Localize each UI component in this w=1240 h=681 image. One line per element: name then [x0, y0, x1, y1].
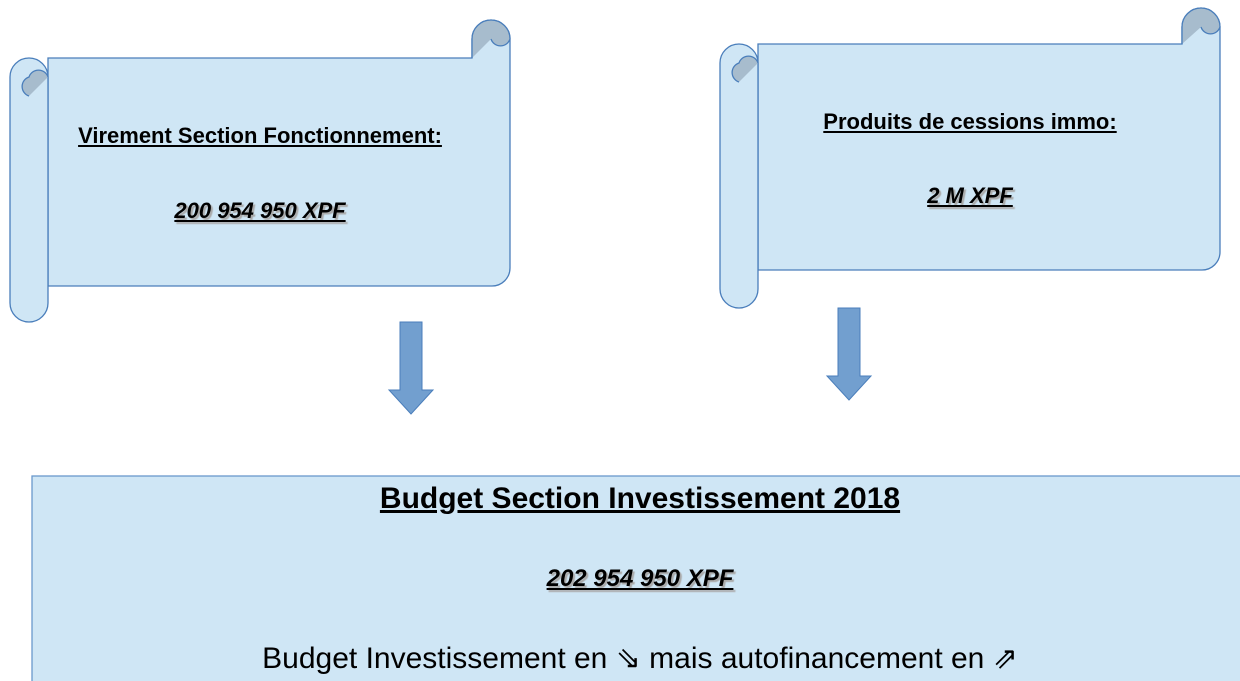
budget-note: Budget Investissement en ⇘ mais autofina…	[262, 642, 1018, 675]
scroll-left	[9, 19, 511, 323]
budget-title: Budget Section Investissement 2018	[379, 482, 901, 515]
scroll-title: Produits de cessions immo:	[823, 109, 1117, 134]
scroll-amount: 2 M XPF	[927, 183, 1013, 208]
arrow-down	[387, 321, 435, 415]
arrow-down	[825, 307, 873, 401]
scroll-title: Virement Section Fonctionnement:	[78, 123, 442, 148]
budget-box	[31, 475, 1240, 681]
scroll-amount: 200 954 950 XPF	[174, 198, 346, 223]
budget-amount: 202 954 950 XPF	[546, 565, 734, 592]
scroll-right	[719, 7, 1221, 309]
